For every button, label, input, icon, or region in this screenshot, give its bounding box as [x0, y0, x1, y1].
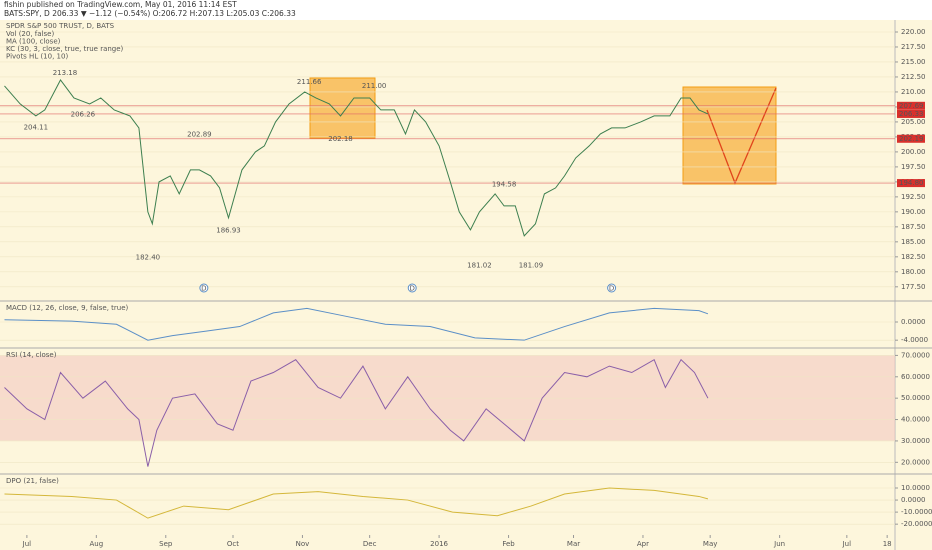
x-tick-label: Dec — [363, 540, 377, 548]
pivot-label: 211.00 — [362, 82, 387, 90]
pivot-label: 213.18 — [53, 69, 78, 77]
y-tick-label: 190.00 — [901, 208, 926, 216]
price-tag-label: 207.69 — [899, 102, 924, 110]
y-tick-label: -4.0000 — [901, 336, 928, 344]
pivot-label: 204.11 — [24, 123, 49, 131]
series-line — [4, 358, 709, 467]
price-tag-label: 194.80 — [899, 179, 924, 187]
y-tick-label: 210.00 — [901, 88, 926, 96]
x-tick-label: 2016 — [430, 540, 448, 548]
pivot-label: 211.66 — [297, 78, 322, 86]
x-tick-label: Sep — [159, 540, 173, 548]
y-tick-label: 40.0000 — [901, 416, 930, 424]
legend-entry: Pivots HL (10, 10) — [6, 53, 68, 61]
pivot-label: 194.58 — [492, 180, 517, 188]
y-tick-label: 200.00 — [901, 148, 926, 156]
y-tick-label: 177.50 — [901, 283, 926, 291]
legend-entry: MA (100, close) — [6, 38, 61, 46]
y-tick-label: 10.0000 — [901, 484, 930, 492]
y-tick-label: 0.0000 — [901, 496, 926, 504]
pivot-label: 181.09 — [519, 261, 544, 269]
dividend-label: D — [609, 285, 614, 293]
y-tick-label: 187.50 — [901, 223, 926, 231]
y-tick-label: 220.00 — [901, 28, 926, 36]
price-tag — [897, 101, 925, 110]
y-tick-label: 185.00 — [901, 238, 926, 246]
dividend-marker — [407, 283, 417, 293]
price-tag-label: 202.19 — [899, 135, 924, 143]
series-line — [4, 487, 709, 519]
x-tick-label: Oct — [227, 540, 239, 548]
x-tick-label: Jun — [773, 540, 785, 548]
x-tick-label: Nov — [296, 540, 310, 548]
dividend-marker — [199, 283, 209, 293]
x-tick-label: May — [703, 540, 717, 548]
y-tick-label: 50.0000 — [901, 394, 930, 402]
range-box — [309, 77, 376, 139]
pane-title: RSI (14, close) — [6, 351, 57, 359]
y-tick-label: 197.50 — [901, 163, 926, 171]
pane-title: DPO (21, false) — [6, 477, 59, 485]
y-tick-label: 192.50 — [901, 193, 926, 201]
pane-title: SPDR S&P 500 TRUST, D, BATS — [6, 22, 115, 30]
y-tick-label: -20.0000 — [901, 520, 932, 528]
y-tick-label: 217.50 — [901, 43, 926, 51]
x-tick-label: Aug — [89, 540, 103, 548]
header-bar — [0, 0, 932, 20]
legend-entry: Vol (20, false) — [6, 30, 54, 38]
pivot-label: 182.40 — [136, 253, 161, 261]
price-tag-label: 206.33 — [899, 110, 924, 118]
price-tag — [897, 134, 925, 143]
y-tick-label: 205.00 — [901, 118, 926, 126]
y-tick-label: 30.0000 — [901, 437, 930, 445]
pane-title: MACD (12, 26, close, 9, false, true) — [6, 304, 129, 312]
x-tick-label: Apr — [637, 540, 649, 548]
publisher: fishin published on TradingView.com, May… — [4, 0, 237, 9]
symbol-line: BATS:SPY, D 206.33 ▼ −1.12 (−0.54%) O:20… — [4, 9, 296, 18]
price-tag — [897, 179, 925, 188]
dividend-label: D — [410, 285, 415, 293]
legend-entry: KC (30, 3, close, true, true range) — [6, 45, 124, 53]
y-tick-label: 212.50 — [901, 73, 926, 81]
x-tick-label: Jul — [22, 540, 32, 548]
pivot-label: 186.93 — [216, 226, 241, 234]
x-tick-label: 18 — [883, 540, 892, 548]
y-tick-label: -10.0000 — [901, 508, 932, 516]
pivot-label: 202.18 — [328, 135, 353, 143]
pivot-label: 206.26 — [71, 110, 96, 118]
price-tag — [897, 109, 925, 118]
y-tick-label: 20.0000 — [901, 458, 930, 466]
pivot-label: 202.89 — [187, 131, 212, 139]
y-tick-label: 182.50 — [901, 253, 926, 261]
y-tick-label: 0.0000 — [901, 318, 926, 326]
y-tick-label: 215.00 — [901, 58, 926, 66]
dividend-marker — [607, 283, 617, 293]
y-tick-label: 60.0000 — [901, 373, 930, 381]
x-tick-label: Feb — [502, 540, 515, 548]
pivot-label: 181.02 — [467, 262, 492, 270]
y-tick-label: 70.0000 — [901, 351, 930, 359]
dividend-label: D — [201, 285, 206, 293]
series-line — [4, 307, 709, 341]
y-tick-label: 180.00 — [901, 268, 926, 276]
series-line — [4, 79, 709, 237]
x-tick-label: Jul — [842, 540, 852, 548]
x-tick-label: Mar — [567, 540, 580, 548]
